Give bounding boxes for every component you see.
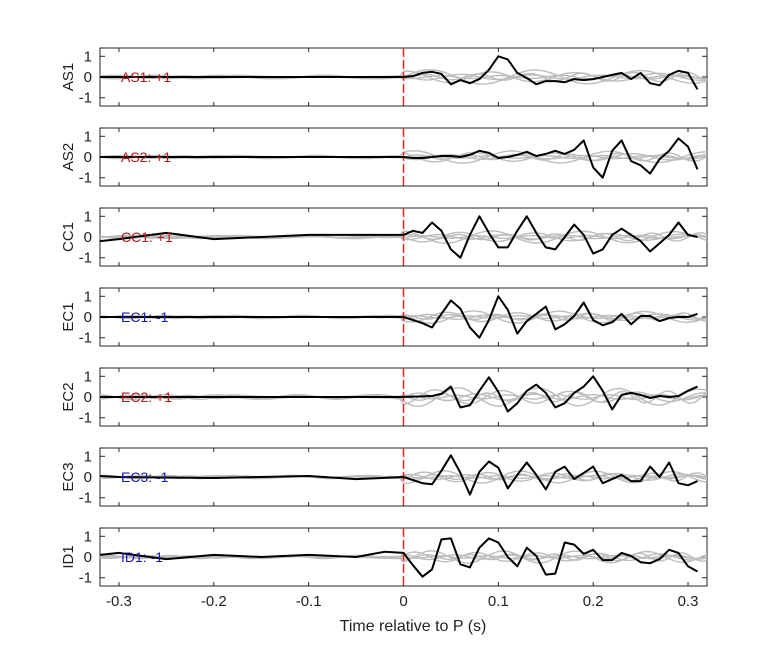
- waveform-trace: [100, 375, 698, 413]
- y-tick-label: -1: [79, 410, 92, 427]
- waveform-trace: [100, 537, 698, 578]
- station-label: ID1: [60, 545, 77, 568]
- plot-area: [100, 528, 707, 586]
- panel-as1: -1 0 1 AS1 AS1: +1: [60, 47, 708, 107]
- panel-stack: -1 0 1 AS1 AS1: +1 -1 0 1 AS2 AS2: +1 -1 0 1 CC1 CC1: …: [60, 47, 708, 587]
- y-tick-label: 0: [84, 309, 92, 326]
- panel-id1: -1 0 1 ID1 ID1: -1: [60, 527, 708, 587]
- y-tick-label: 0: [84, 549, 92, 566]
- plot-area: [100, 288, 707, 346]
- station-label: CC1: [60, 222, 77, 252]
- plot-area: [100, 208, 707, 266]
- y-tick-label: -1: [79, 250, 92, 267]
- y-tick-label: 1: [84, 368, 92, 385]
- polarity-annotation: EC1: -1: [121, 309, 169, 325]
- x-tick-label: -0.2: [201, 593, 227, 610]
- x-tick-label: -0.1: [296, 593, 322, 610]
- x-tick-label: 0.3: [678, 593, 699, 610]
- y-tick-label: 0: [84, 149, 92, 166]
- panel-ec1: -1 0 1 EC1 EC1: -1: [60, 287, 708, 347]
- y-tick-label: 1: [84, 528, 92, 545]
- x-tick-label: 0: [399, 593, 407, 610]
- y-tick-label: -1: [79, 90, 92, 107]
- waveform-trace: [100, 137, 699, 179]
- y-tick-label: 0: [84, 69, 92, 86]
- station-label: AS2: [60, 143, 77, 171]
- station-label: EC1: [60, 302, 77, 331]
- x-tick-label: 0.1: [488, 593, 509, 610]
- y-tick-label: -1: [79, 330, 92, 347]
- plot-area: [100, 368, 707, 426]
- plot-area: [100, 48, 707, 106]
- y-tick-label: 0: [84, 229, 92, 246]
- plot-area: [100, 128, 707, 186]
- x-tick-label: -0.3: [106, 593, 132, 610]
- y-tick-label: -1: [79, 570, 92, 587]
- y-tick-label: 1: [84, 448, 92, 465]
- station-label: EC3: [60, 462, 77, 491]
- background-trace: [100, 70, 707, 84]
- station-label: AS1: [60, 63, 77, 91]
- y-tick-label: 1: [84, 288, 92, 305]
- x-axis: -0.3 -0.2 -0.1 0 0.1 0.2 0.3: [106, 593, 698, 610]
- panel-cc1: -1 0 1 CC1 CC1: +1: [60, 207, 708, 267]
- x-tick-label: 0.2: [583, 593, 604, 610]
- waveform-trace: [100, 215, 698, 259]
- plot-area: [100, 448, 707, 506]
- polarity-annotation: AS1: +1: [121, 69, 171, 85]
- waveform-trace: [100, 454, 698, 496]
- y-tick-label: 1: [84, 208, 92, 225]
- y-tick-label: -1: [79, 490, 92, 507]
- waveform-trace: [100, 55, 699, 90]
- station-label: EC2: [60, 382, 77, 411]
- y-tick-label: 0: [84, 469, 92, 486]
- polarity-annotation: EC3: -1: [121, 469, 169, 485]
- x-axis-label: Time relative to P (s): [340, 618, 487, 635]
- y-tick-label: 1: [84, 48, 92, 65]
- polarity-annotation: CC1: +1: [121, 229, 173, 245]
- y-tick-label: 0: [84, 389, 92, 406]
- panel-as2: -1 0 1 AS2 AS2: +1: [60, 127, 708, 187]
- y-tick-label: 1: [84, 128, 92, 145]
- y-tick-label: -1: [79, 170, 92, 187]
- polarity-annotation: ID1: -1: [121, 549, 163, 565]
- panel-ec3: -1 0 1 EC3 EC3: -1: [60, 447, 708, 507]
- panel-ec2: -1 0 1 EC2 EC2: +1: [60, 367, 708, 427]
- polarity-annotation: AS2: +1: [121, 149, 171, 165]
- waveform-trace: [100, 295, 698, 339]
- polarity-annotation: EC2: +1: [121, 389, 172, 405]
